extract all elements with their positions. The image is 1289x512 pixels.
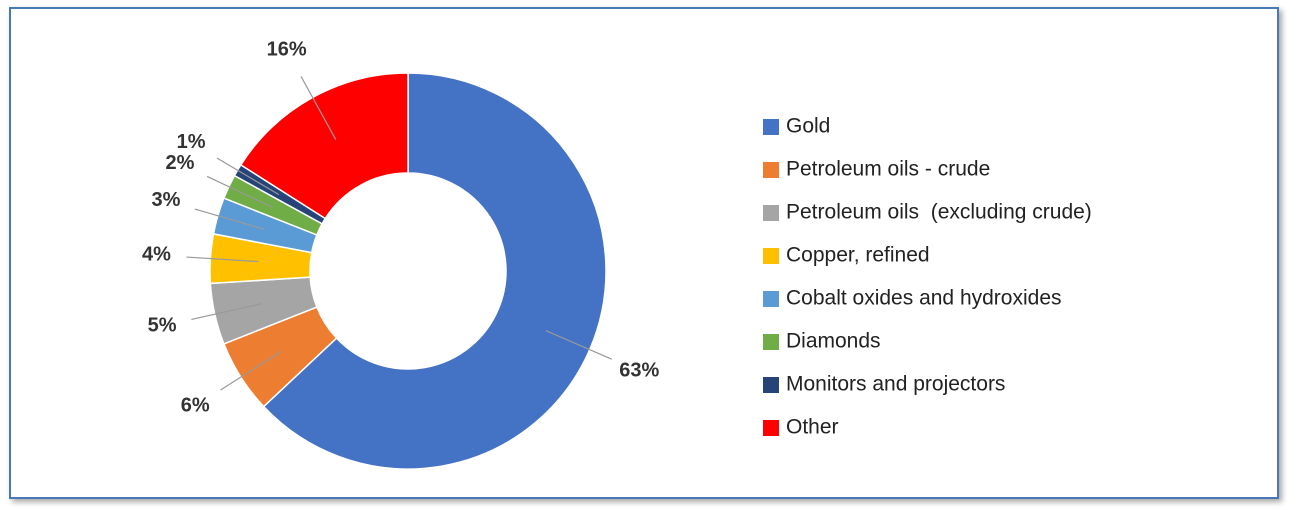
legend-swatch: [763, 119, 779, 135]
legend-label: Gold: [786, 115, 830, 138]
legend-swatch: [763, 162, 779, 178]
leader-line: [545, 330, 612, 360]
legend-label: Diamonds: [786, 330, 881, 353]
leader-line: [206, 175, 273, 208]
leader-line: [191, 303, 262, 321]
donut-segment: [262, 72, 607, 470]
legend-swatch: [763, 248, 779, 264]
legend-label: Other: [786, 416, 839, 439]
legend-label: Cobalt oxides and hydroxides: [786, 287, 1062, 310]
data-label: 4%: [142, 243, 171, 265]
frame: [9, 7, 1279, 499]
data-label: 3%: [152, 189, 181, 211]
leader-line: [194, 208, 265, 230]
legend-swatch: [763, 377, 779, 393]
leader-line: [186, 256, 259, 263]
data-label: 6%: [181, 394, 210, 416]
legend-swatch: [763, 205, 779, 221]
legend-swatch: [763, 291, 779, 307]
data-label: 16%: [267, 38, 307, 60]
data-label: 2%: [166, 152, 195, 174]
data-label: 63%: [619, 359, 659, 381]
leader-line: [300, 76, 337, 140]
donut-segment: [239, 72, 409, 220]
legend-label: Monitors and projectors: [786, 373, 1005, 396]
data-label: 5%: [148, 314, 177, 336]
legend-label: Copper, refined: [786, 244, 930, 267]
legend-label: Petroleum oils (excluding crude): [786, 201, 1092, 224]
leader-line: [216, 157, 280, 196]
legend-swatch: [763, 334, 779, 350]
legend-label: Petroleum oils - crude: [786, 158, 990, 181]
legend-swatch: [763, 420, 779, 436]
data-label: 1%: [177, 131, 206, 153]
leader-line: [220, 350, 282, 391]
